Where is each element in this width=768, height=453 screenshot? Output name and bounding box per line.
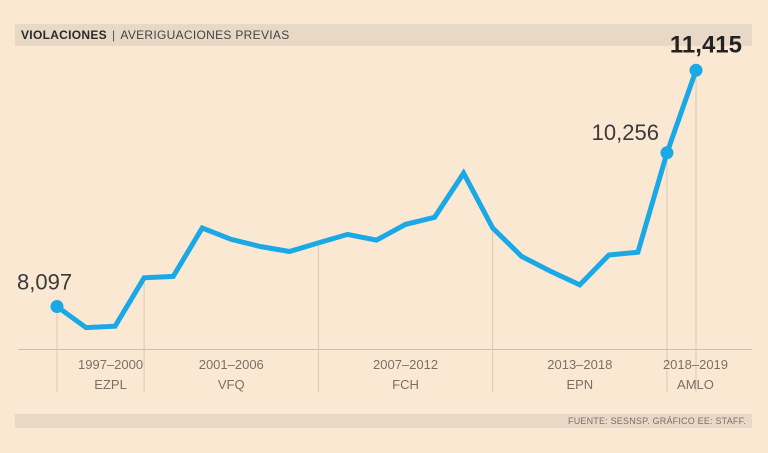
series-line [54,67,699,331]
chart-subtitle: AVERIGUACIONES PREVIAS [120,28,290,42]
period-years-label: 2013–2018 [547,357,612,372]
data-point-marker [689,63,703,77]
title-separator: | [111,28,116,42]
source-note: FUENTE: SESNSP. GRÁFICO EE: STAFF. [568,416,746,426]
period-name-label: FCH [392,377,419,392]
chart-footer: FUENTE: SESNSP. GRÁFICO EE: STAFF. [15,414,752,428]
chart-title: VIOLACIONES [21,28,107,42]
period-years-label: 2001–2006 [199,357,264,372]
period-name-label: AMLO [677,377,714,392]
period-years-label: 1997–2000 [78,357,143,372]
period-name-label: VFQ [218,377,245,392]
data-value-label: 8,097 [17,269,72,294]
data-value-label: 10,256 [592,120,659,145]
data-point-marker [50,299,64,313]
period-name-label: EZPL [94,377,127,392]
data-point-marker [660,146,674,160]
chart-header: VIOLACIONES | AVERIGUACIONES PREVIAS [15,24,752,46]
period-years-label: 2007–2012 [373,357,438,372]
period-years-label: 2018–2019 [663,357,728,372]
period-name-label: EPN [566,377,593,392]
data-value-label: 11,415 [670,31,742,58]
